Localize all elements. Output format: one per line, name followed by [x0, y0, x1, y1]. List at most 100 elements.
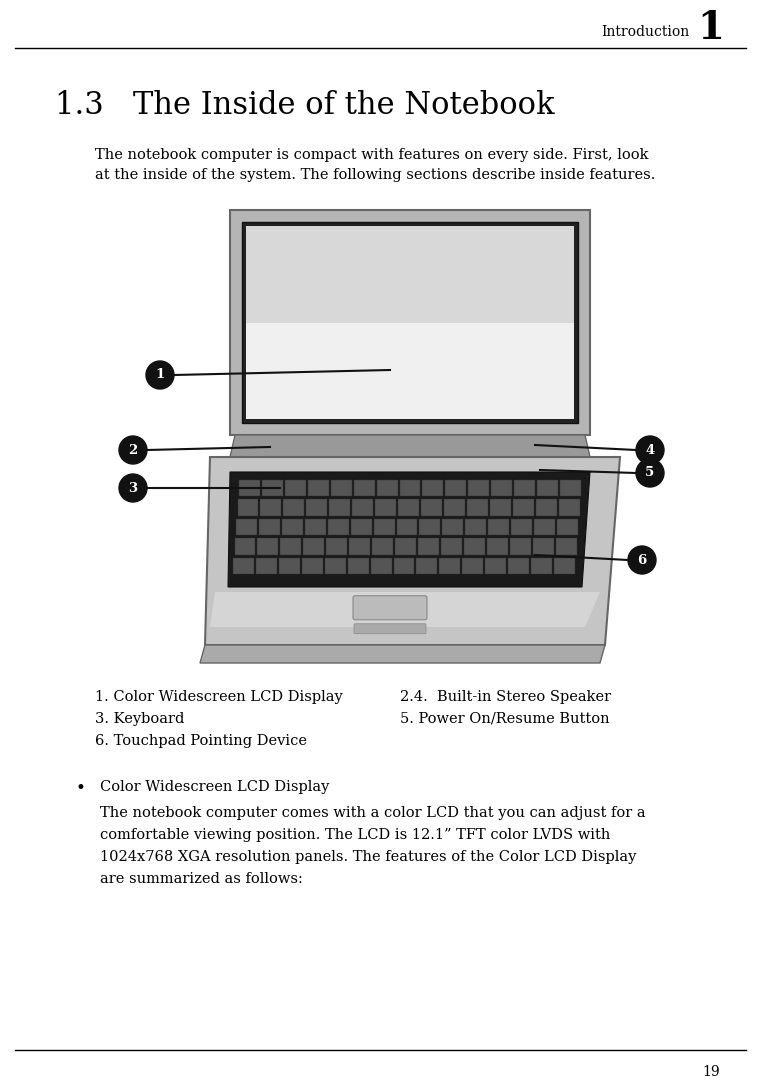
Polygon shape [445, 480, 466, 496]
Polygon shape [531, 558, 552, 574]
Polygon shape [444, 500, 465, 516]
Polygon shape [559, 500, 579, 516]
Polygon shape [511, 519, 532, 535]
Polygon shape [372, 538, 393, 555]
Text: 6: 6 [638, 554, 647, 567]
Polygon shape [537, 480, 558, 496]
Polygon shape [536, 500, 556, 516]
Polygon shape [560, 480, 581, 496]
Polygon shape [398, 500, 419, 516]
Polygon shape [419, 519, 441, 535]
Polygon shape [230, 435, 590, 457]
Polygon shape [486, 558, 506, 574]
FancyBboxPatch shape [353, 596, 427, 619]
Circle shape [636, 436, 664, 464]
Polygon shape [230, 210, 590, 435]
Polygon shape [489, 519, 509, 535]
Polygon shape [259, 519, 280, 535]
Polygon shape [262, 480, 283, 496]
Polygon shape [200, 645, 605, 663]
Polygon shape [556, 538, 577, 555]
Text: 5. Power On/Resume Button: 5. Power On/Resume Button [400, 712, 610, 726]
Polygon shape [421, 500, 442, 516]
Text: are summarized as follows:: are summarized as follows: [100, 872, 303, 886]
Polygon shape [533, 538, 553, 555]
Polygon shape [375, 500, 396, 516]
Polygon shape [513, 500, 533, 516]
Text: 1: 1 [155, 368, 164, 381]
Text: 2: 2 [129, 444, 138, 457]
Polygon shape [354, 480, 374, 496]
Polygon shape [554, 558, 575, 574]
Text: 1.3   The Inside of the Notebook: 1.3 The Inside of the Notebook [55, 90, 555, 121]
Polygon shape [395, 538, 416, 555]
Polygon shape [246, 226, 574, 322]
Polygon shape [246, 322, 574, 419]
Polygon shape [377, 480, 397, 496]
Polygon shape [328, 519, 349, 535]
Polygon shape [304, 538, 324, 555]
Polygon shape [237, 500, 259, 516]
Polygon shape [352, 500, 373, 516]
Polygon shape [256, 558, 277, 574]
Text: at the inside of the system. The following sections describe inside features.: at the inside of the system. The followi… [95, 168, 655, 182]
Circle shape [119, 436, 147, 464]
Polygon shape [487, 538, 508, 555]
Circle shape [119, 474, 147, 502]
Polygon shape [283, 500, 304, 516]
Polygon shape [348, 558, 368, 574]
Polygon shape [418, 538, 439, 555]
Polygon shape [210, 592, 600, 627]
Polygon shape [463, 558, 483, 574]
Polygon shape [257, 538, 279, 555]
Text: 1. Color Widescreen LCD Display: 1. Color Widescreen LCD Display [95, 690, 342, 704]
Text: The notebook computer comes with a color LCD that you can adjust for a: The notebook computer comes with a color… [100, 806, 645, 820]
Polygon shape [228, 472, 590, 587]
Text: 2.4.  Built-in Stereo Speaker: 2.4. Built-in Stereo Speaker [400, 690, 611, 704]
Polygon shape [492, 480, 512, 496]
Polygon shape [351, 519, 371, 535]
Polygon shape [279, 558, 300, 574]
Polygon shape [374, 519, 394, 535]
Polygon shape [242, 222, 578, 423]
Polygon shape [302, 558, 323, 574]
Polygon shape [307, 480, 329, 496]
Polygon shape [330, 500, 350, 516]
Polygon shape [306, 500, 327, 516]
Circle shape [628, 546, 656, 574]
Polygon shape [464, 538, 485, 555]
Polygon shape [234, 538, 256, 555]
Polygon shape [233, 558, 254, 574]
Polygon shape [325, 558, 345, 574]
Text: Color Widescreen LCD Display: Color Widescreen LCD Display [100, 780, 330, 794]
Polygon shape [441, 538, 462, 555]
Polygon shape [326, 538, 347, 555]
Polygon shape [236, 519, 257, 535]
Polygon shape [239, 480, 260, 496]
Polygon shape [393, 558, 415, 574]
Polygon shape [510, 538, 530, 555]
Text: Introduction: Introduction [602, 25, 690, 39]
Polygon shape [280, 538, 301, 555]
Polygon shape [416, 558, 438, 574]
Polygon shape [442, 519, 463, 535]
Polygon shape [514, 480, 535, 496]
Polygon shape [534, 519, 555, 535]
Text: 6. Touchpad Pointing Device: 6. Touchpad Pointing Device [95, 735, 307, 749]
Polygon shape [282, 519, 303, 535]
Text: 3. Keyboard: 3. Keyboard [95, 712, 184, 726]
Circle shape [146, 361, 174, 389]
Text: 3: 3 [129, 481, 138, 494]
Polygon shape [371, 558, 391, 574]
Polygon shape [285, 480, 306, 496]
Polygon shape [422, 480, 444, 496]
FancyBboxPatch shape [354, 624, 426, 633]
Polygon shape [205, 457, 620, 645]
Polygon shape [490, 500, 511, 516]
Polygon shape [439, 558, 460, 574]
Text: 4: 4 [645, 444, 654, 457]
Polygon shape [331, 480, 352, 496]
Polygon shape [349, 538, 370, 555]
Polygon shape [260, 500, 282, 516]
Polygon shape [400, 480, 421, 496]
